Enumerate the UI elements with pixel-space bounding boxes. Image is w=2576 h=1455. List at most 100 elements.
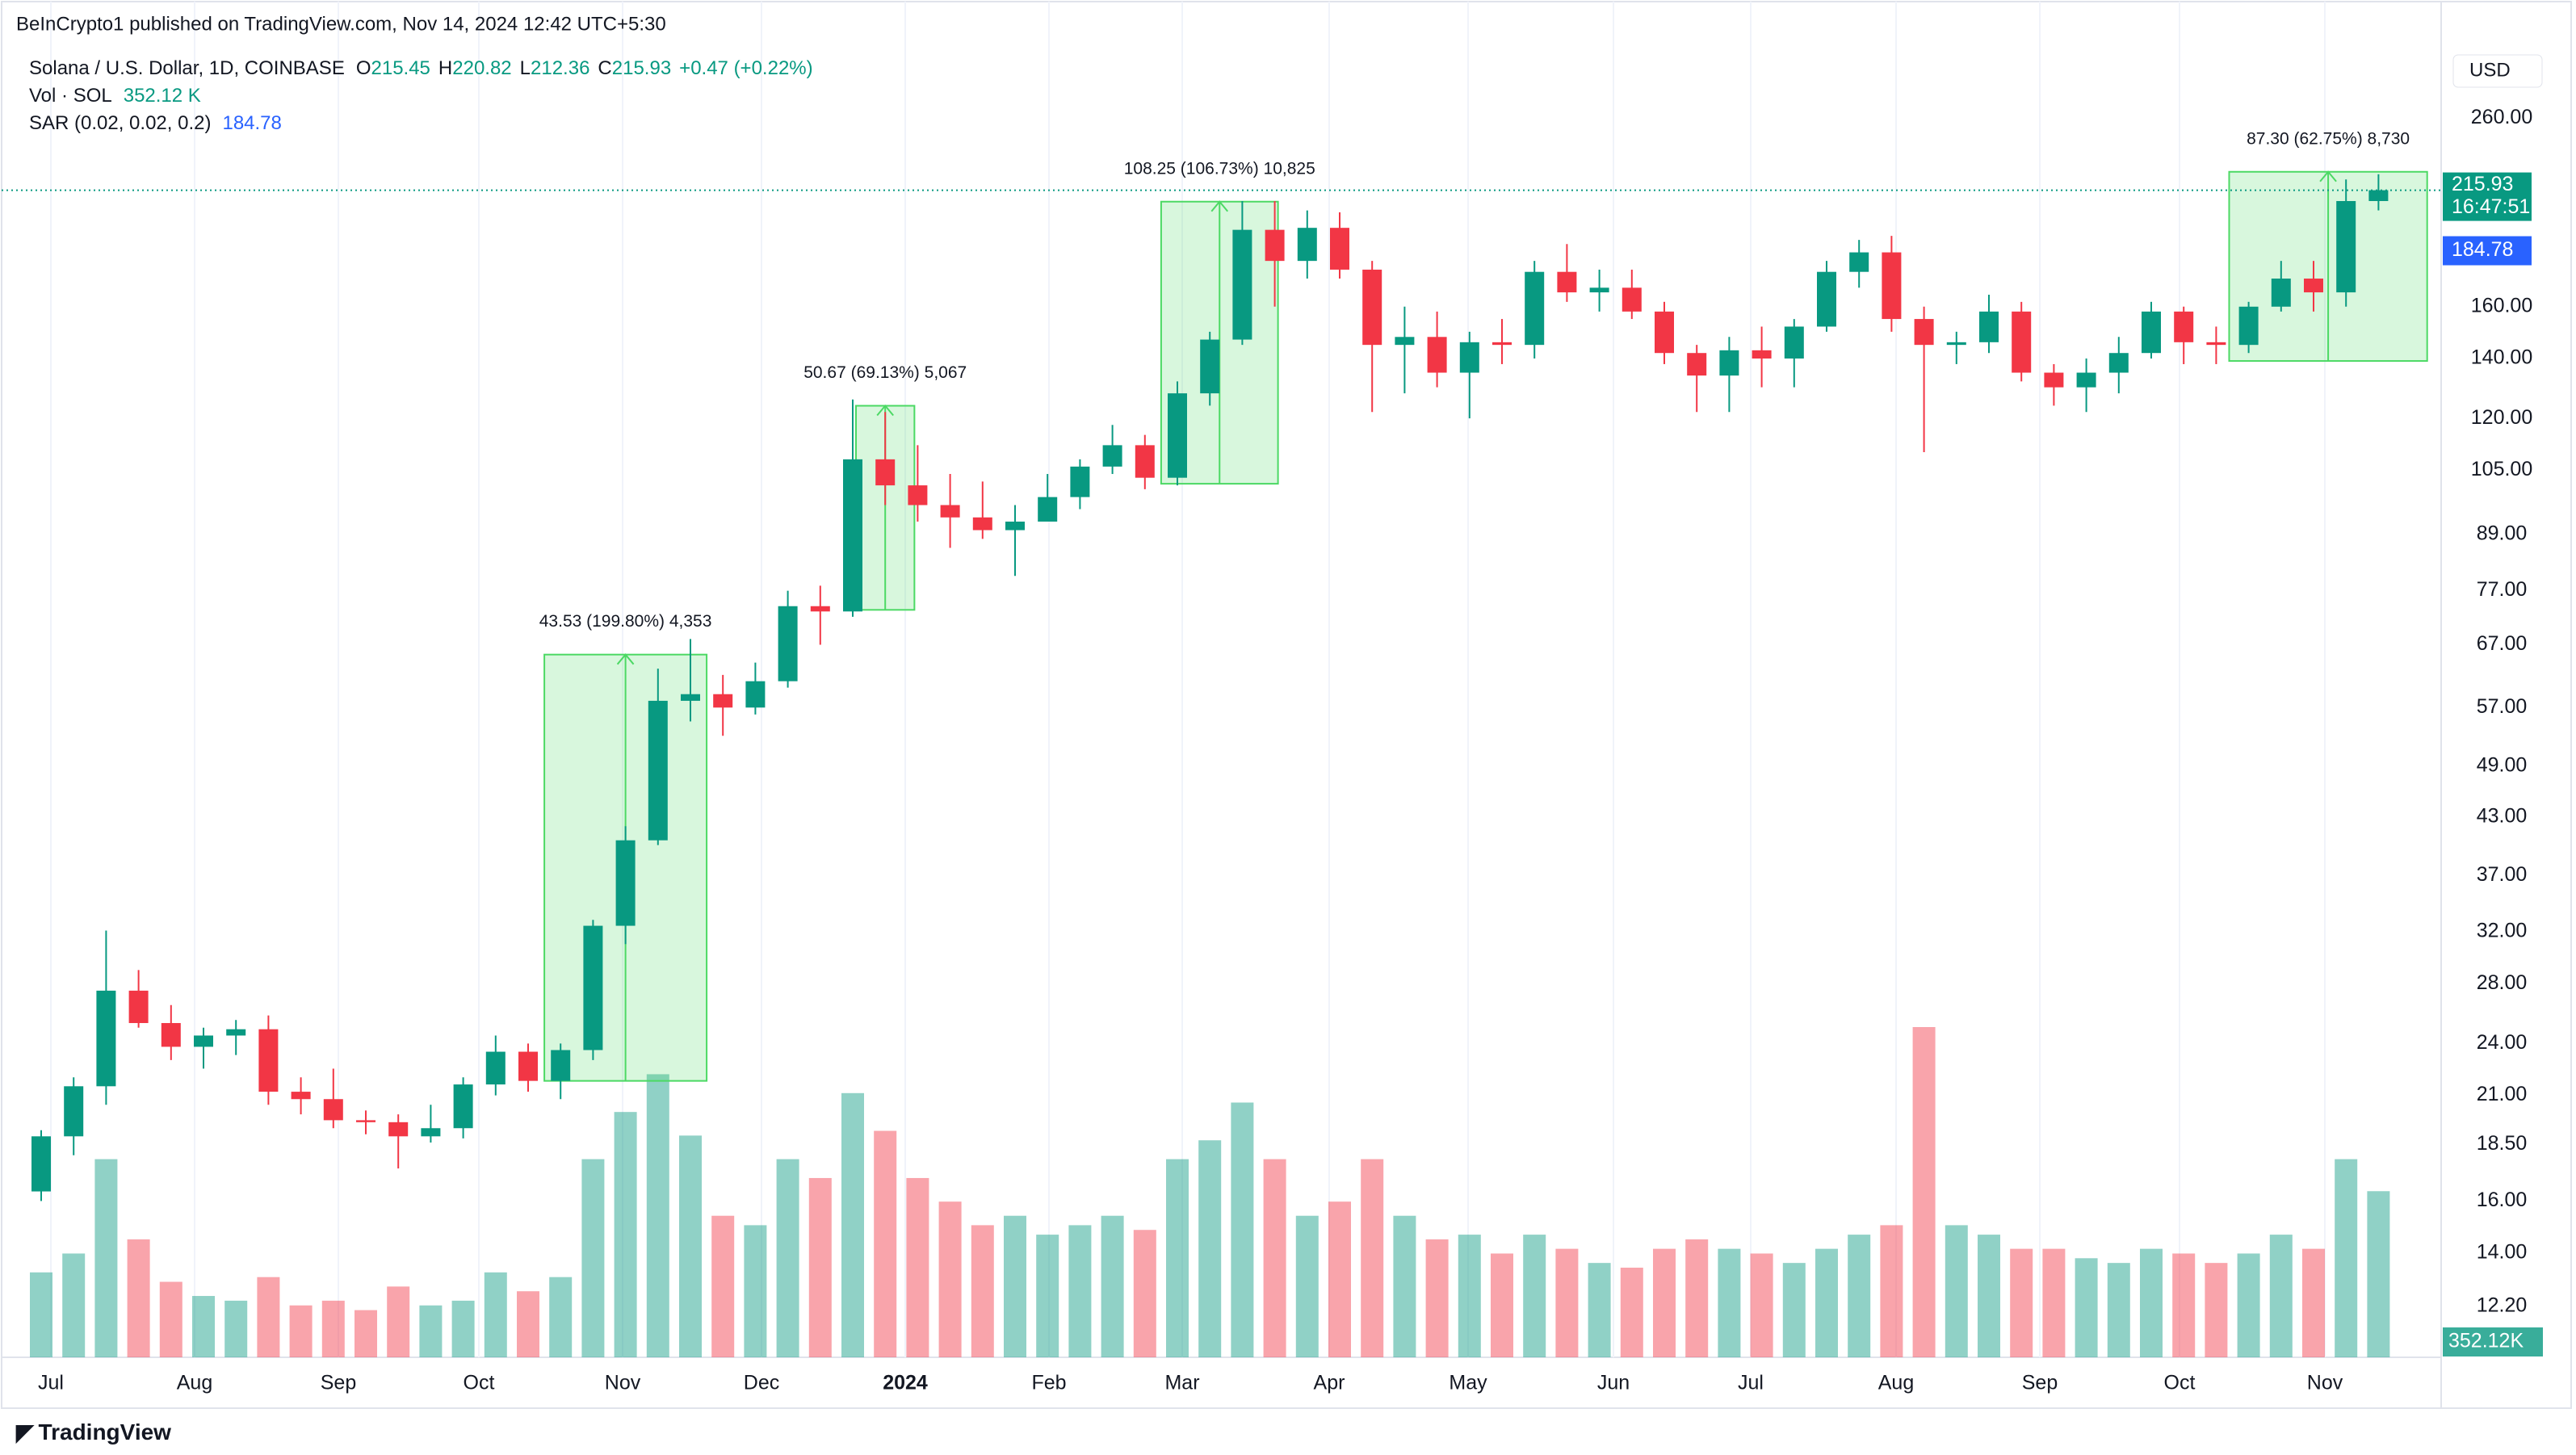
volume-bar [1588,1263,1611,1357]
candle-body [2238,306,2259,346]
volume-bar [1653,1248,1676,1357]
candle-body [615,840,636,926]
volume-bar [1555,1248,1579,1357]
x-tick-label: 2024 [883,1372,928,1394]
volume-bar [30,1272,52,1357]
candle-body [421,1128,441,1137]
x-tick-label: Aug [177,1372,212,1394]
candle-body [778,606,798,681]
volume-bar [1393,1215,1416,1357]
x-tick-label: Mar [1164,1372,1199,1394]
x-tick-label: Oct [2164,1372,2196,1394]
measure-label: 87.30 (62.75%) 8,730 [2247,129,2410,148]
currency[interactable]: USD [2469,59,2511,81]
volume-bar [192,1296,215,1357]
footer-brand: TradingView [39,1419,172,1445]
volume-bar [1685,1239,1709,1357]
y-tick-label: 105.00 [2471,458,2532,480]
ohlc-value: 212.36 [531,57,589,79]
candle-body [745,681,766,708]
volume-bar [257,1277,280,1357]
volume-bar [711,1215,735,1357]
candle-body [1849,252,1869,272]
candle-body [1589,287,1609,293]
candle-body [1070,466,1090,497]
candle-body [1687,353,1707,376]
candle-body [2076,372,2096,388]
measure-label: 43.53 (199.80%) 4,353 [539,612,712,631]
volume-label: Vol · SOL [29,85,112,107]
measure-label: 50.67 (69.13%) 5,067 [803,363,967,382]
candle-body [1979,311,1999,342]
volume-bar [906,1177,929,1357]
candle-body [161,1023,181,1047]
candle-body [2108,353,2129,373]
volume-bar [387,1286,410,1357]
candle-body [128,990,149,1024]
y-tick-label: 67.00 [2477,632,2528,655]
published-note: BeInCrypto1 published on TradingView.com… [16,13,666,35]
candle-body [2304,279,2323,293]
candle-body [518,1051,538,1081]
symbol: Solana / U.S. Dollar, 1D, COINBASE [29,57,345,79]
ohlc-label: O [356,57,371,79]
volume-bar [1166,1159,1189,1357]
volume-bar [1620,1267,1643,1357]
candle-body [2012,311,2032,373]
volume-bar [841,1092,864,1357]
x-tick-label: Nov [2307,1372,2343,1394]
volume-bar [1068,1225,1092,1357]
x-tick-label: Feb [1031,1372,1066,1394]
measure-label: 108.25 (106.73%) 10,825 [1124,159,1315,178]
candle-body [64,1086,84,1137]
candle-body [1622,287,1642,312]
volume-bar [1295,1215,1319,1357]
volume-bar [2237,1253,2260,1357]
candle-body [2206,342,2226,346]
volume-bar [1815,1248,1838,1357]
volume-pane [30,1027,2390,1357]
volume-bar [1912,1027,1936,1357]
volume-line: Vol · SOL 352.12 K [29,85,201,107]
volume-badge-text: 352.12K [2448,1330,2524,1352]
y-tick-label: 43.00 [2477,804,2528,827]
candle-body [356,1120,375,1122]
y-tick-label: 260.00 [2471,106,2532,128]
candle-body [810,606,830,612]
footer-logo: ◤ TradingView [15,1419,171,1445]
ohlc-label: H [438,57,452,79]
candle-body [875,459,896,486]
volume-bar [1036,1235,1059,1357]
volume-bar [321,1300,345,1357]
candle-body [940,505,960,518]
y-tick-label: 140.00 [2471,346,2532,369]
measure-arrowhead [2319,170,2337,182]
volume-bar [2010,1248,2033,1357]
volume-bar [938,1201,962,1357]
y-tick-label: 12.20 [2477,1294,2528,1316]
x-tick-label: Sep [2022,1372,2058,1394]
y-tick-label: 37.00 [2477,863,2528,886]
volume-bar [2075,1258,2098,1357]
candle-body [1265,229,1285,262]
price-badge [2443,172,2532,221]
y-tick-label: 21.00 [2477,1083,2528,1105]
ohlc-label: L [520,57,531,79]
currency-button[interactable] [2452,54,2543,88]
y-tick-label: 32.00 [2477,920,2528,942]
candle-body [31,1136,51,1192]
volume-bar [679,1135,702,1357]
x-tick-label: Jul [38,1372,64,1394]
volume-bar [646,1074,669,1357]
candle-body [972,517,992,530]
volume-bar [2302,1248,2325,1357]
volume-bar [1263,1159,1286,1357]
volume-badge [2443,1327,2543,1356]
volume-bar [2335,1159,2358,1357]
candle-body [1525,271,1545,346]
volume-bar [62,1253,86,1357]
volume-bar [1004,1215,1026,1357]
measure-arrowhead [1210,200,1229,212]
